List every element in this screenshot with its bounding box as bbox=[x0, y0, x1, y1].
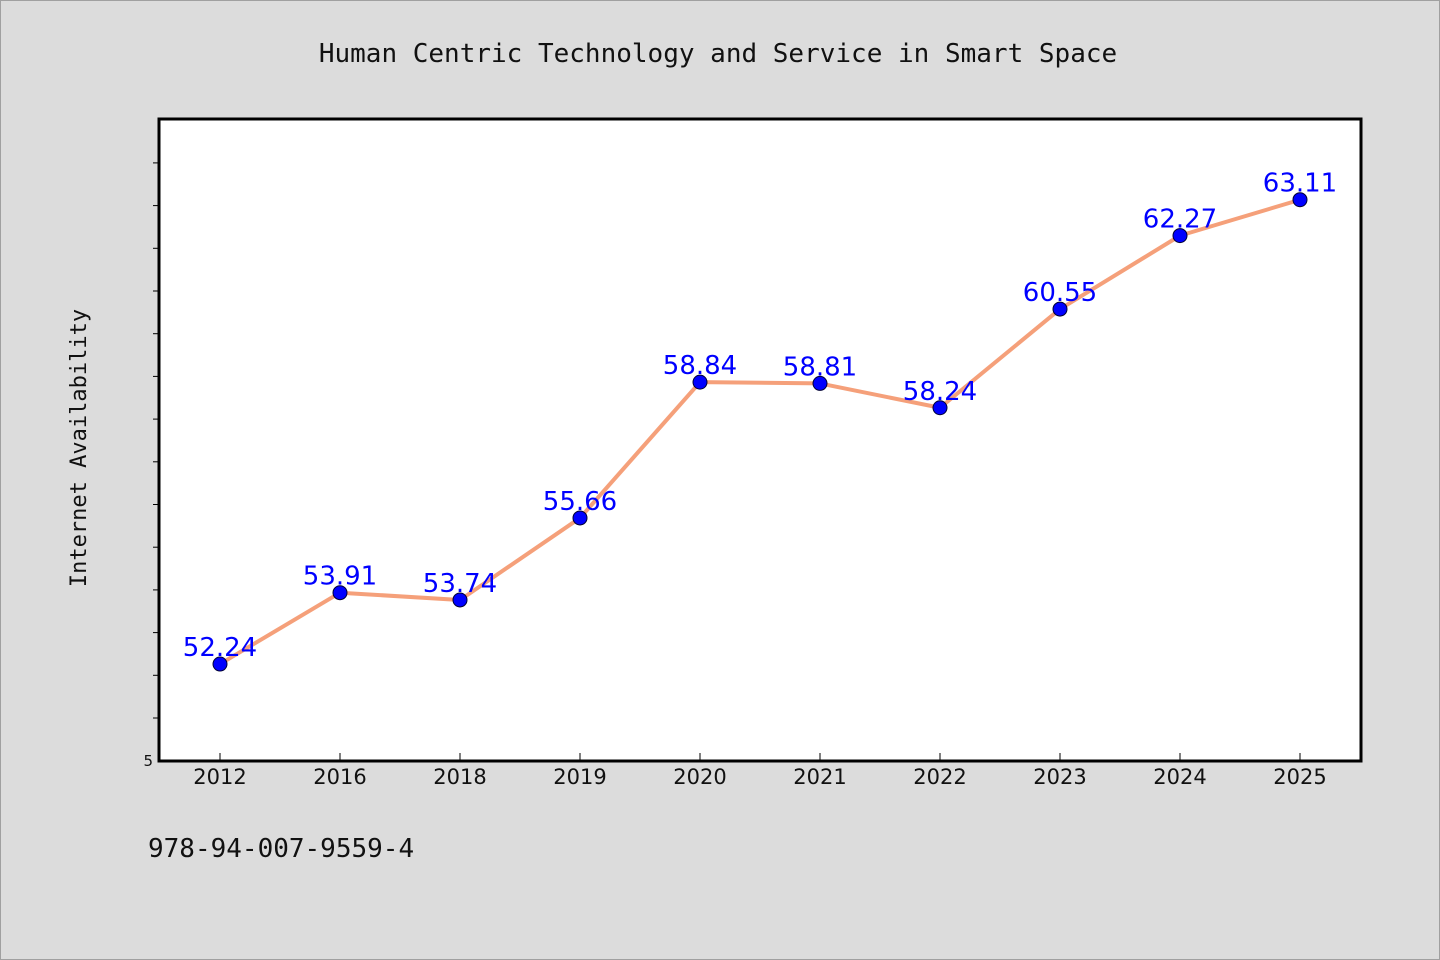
plot-area bbox=[157, 117, 1363, 763]
data-point bbox=[332, 585, 348, 601]
data-label: 58.24 bbox=[903, 377, 977, 407]
x-tick-label: 2025 bbox=[1273, 765, 1326, 789]
data-point bbox=[212, 656, 228, 672]
x-tick-label: 2016 bbox=[313, 765, 366, 789]
data-label: 55.66 bbox=[543, 487, 617, 517]
data-point bbox=[932, 400, 948, 416]
x-tick-label: 2022 bbox=[913, 765, 966, 789]
data-label: 52.24 bbox=[183, 633, 257, 663]
data-label: 58.84 bbox=[663, 351, 737, 381]
data-label: 60.55 bbox=[1023, 278, 1097, 308]
data-label: 62.27 bbox=[1143, 205, 1217, 235]
data-point bbox=[452, 592, 468, 608]
data-label: 53.74 bbox=[423, 569, 497, 599]
x-tick-label: 2018 bbox=[433, 765, 486, 789]
data-point bbox=[1052, 301, 1068, 317]
y-axis-ticks: 5 bbox=[143, 162, 159, 770]
data-point bbox=[572, 510, 588, 526]
data-point bbox=[692, 374, 708, 390]
y-axis-label: Internet Availability bbox=[67, 309, 92, 587]
series-line bbox=[218, 197, 1301, 666]
data-label: 58.81 bbox=[783, 352, 857, 382]
data-point bbox=[1292, 192, 1308, 208]
series-group: 52.24 53.91 53.74 55.66 58.84 58.81 58.24 60.55… bbox=[183, 169, 1337, 672]
x-axis-ticks: 2012 2016 2018 2019 2020 2021 2022 2023 2024 2025 bbox=[193, 753, 1327, 789]
isbn-text: 978-94-007-9559-4 bbox=[148, 834, 415, 864]
x-tick-label: 2020 bbox=[673, 765, 726, 789]
data-point bbox=[1172, 228, 1188, 244]
data-label: 63.11 bbox=[1263, 169, 1337, 199]
data-label: 53.91 bbox=[303, 562, 377, 592]
x-tick-label: 2024 bbox=[1153, 765, 1206, 789]
x-tick-label: 2023 bbox=[1033, 765, 1086, 789]
x-tick-label: 2012 bbox=[193, 765, 246, 789]
x-tick-label: 2021 bbox=[793, 765, 846, 789]
y-tick-label: 5 bbox=[143, 752, 153, 770]
chart-title: Human Centric Technology and Service in … bbox=[319, 39, 1117, 69]
data-point bbox=[812, 375, 828, 391]
x-tick-label: 2019 bbox=[553, 765, 606, 789]
